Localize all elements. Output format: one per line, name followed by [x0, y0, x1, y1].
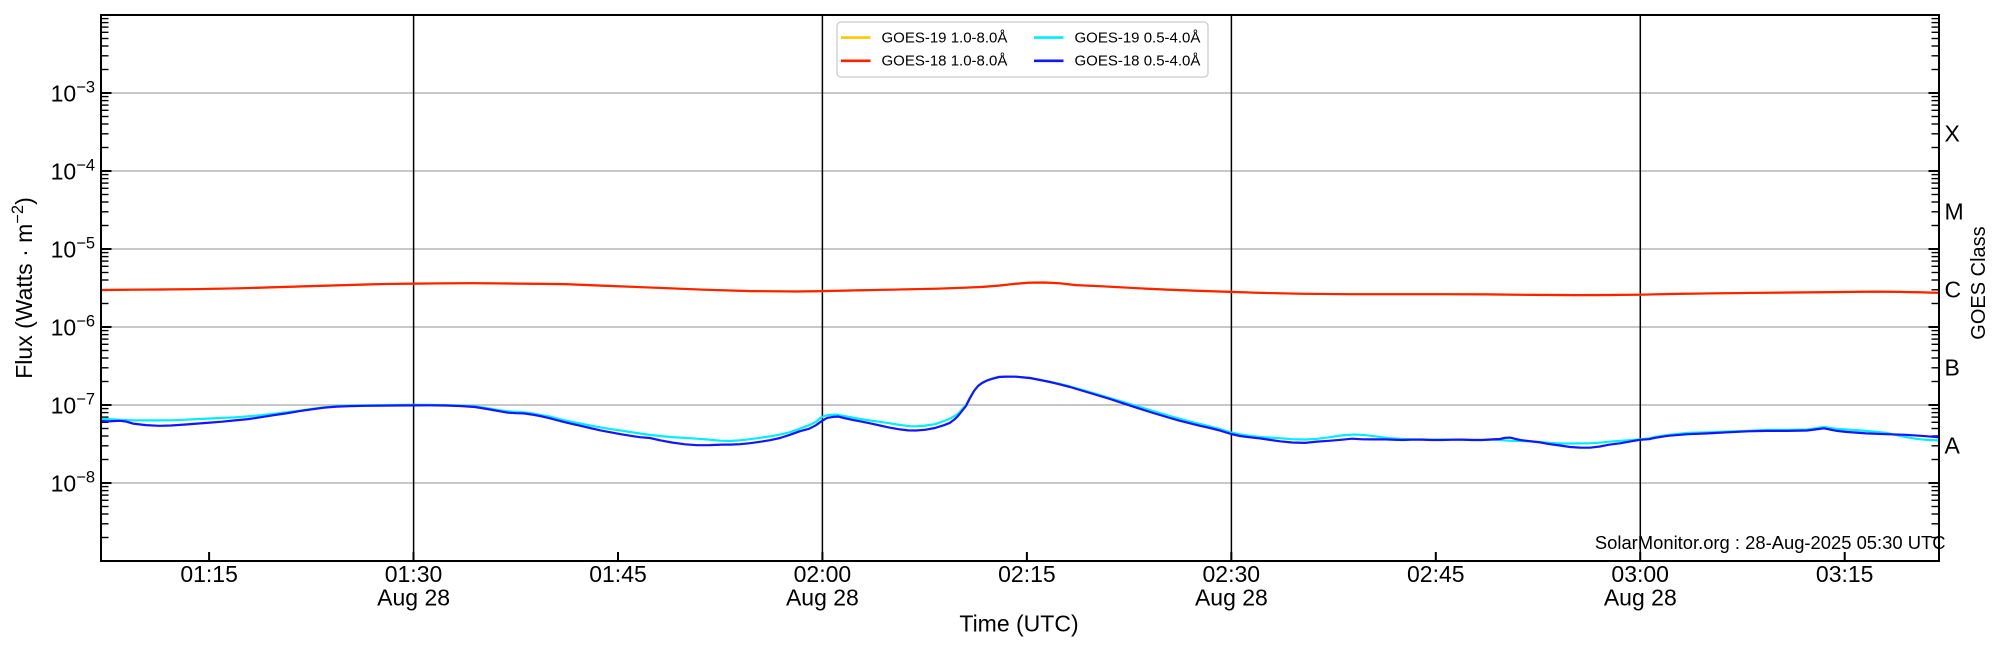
- svg-text:01:15: 01:15: [180, 561, 238, 587]
- svg-text:02:45: 02:45: [1407, 561, 1465, 587]
- svg-text:10−5: 10−5: [51, 235, 95, 263]
- svg-text:Aug 28: Aug 28: [1195, 585, 1268, 611]
- svg-text:X: X: [1945, 121, 1960, 147]
- svg-text:03:00: 03:00: [1611, 561, 1669, 587]
- svg-text:Aug 28: Aug 28: [1604, 585, 1677, 611]
- svg-text:10−4: 10−4: [51, 157, 95, 185]
- svg-text:GOES-19 1.0-8.0Å: GOES-19 1.0-8.0Å: [882, 29, 1008, 46]
- svg-text:10−8: 10−8: [51, 469, 95, 497]
- svg-text:02:00: 02:00: [794, 561, 852, 587]
- svg-text:02:30: 02:30: [1203, 561, 1261, 587]
- svg-text:Time (UTC): Time (UTC): [959, 611, 1078, 637]
- svg-text:10−3: 10−3: [51, 79, 95, 107]
- svg-text:02:15: 02:15: [998, 561, 1056, 587]
- svg-text:Aug 28: Aug 28: [377, 585, 450, 611]
- svg-text:GOES-18 0.5-4.0Å: GOES-18 0.5-4.0Å: [1075, 53, 1201, 70]
- svg-text:GOES Class: GOES Class: [1968, 226, 1990, 339]
- svg-text:10−7: 10−7: [51, 391, 95, 419]
- svg-text:C: C: [1945, 277, 1962, 303]
- svg-text:03:15: 03:15: [1816, 561, 1874, 587]
- svg-text:GOES-19 0.5-4.0Å: GOES-19 0.5-4.0Å: [1075, 29, 1201, 46]
- svg-text:01:45: 01:45: [589, 561, 647, 587]
- svg-text:10−6: 10−6: [51, 313, 95, 341]
- svg-text:Flux (Watts · m−2): Flux (Watts · m−2): [9, 197, 37, 379]
- svg-text:01:30: 01:30: [385, 561, 443, 587]
- svg-text:M: M: [1945, 199, 1964, 225]
- svg-text:A: A: [1945, 433, 1961, 459]
- svg-text:B: B: [1945, 355, 1960, 381]
- svg-text:GOES-18 1.0-8.0Å: GOES-18 1.0-8.0Å: [882, 53, 1008, 70]
- svg-text:SolarMonitor.org : 28-Aug-2025: SolarMonitor.org : 28-Aug-2025 05:30 UTC: [1595, 532, 1946, 553]
- svg-text:Aug 28: Aug 28: [786, 585, 859, 611]
